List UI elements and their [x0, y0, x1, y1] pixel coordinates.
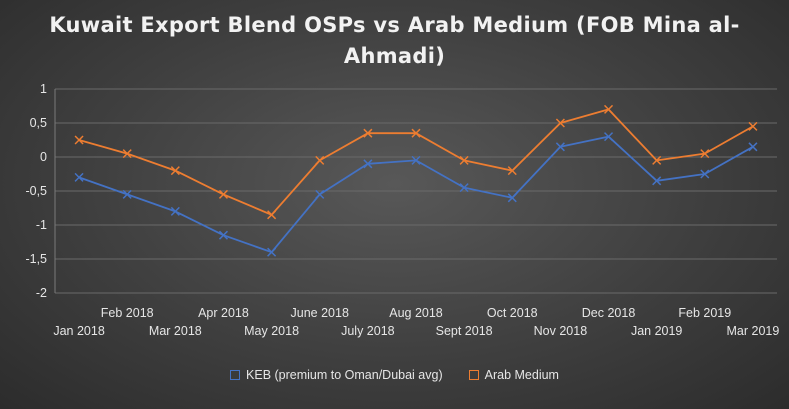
legend-label-keb: KEB (premium to Oman/Dubai avg): [246, 368, 443, 382]
data-point-marker: [170, 166, 180, 176]
data-point-marker: [363, 159, 373, 169]
x-tick-label: June 2018: [291, 306, 349, 320]
data-point-marker: [507, 166, 517, 176]
data-point-marker: [652, 176, 662, 186]
x-tick-label: Nov 2018: [534, 324, 588, 338]
data-point-marker: [267, 210, 277, 220]
data-point-marker: [411, 155, 421, 165]
x-tick-label: Jan 2019: [631, 324, 682, 338]
x-tick-label: Feb 2019: [678, 306, 731, 320]
legend-swatch-keb: [230, 370, 241, 380]
y-tick-label: -1: [36, 218, 47, 232]
legend-swatch-arab-medium: [468, 370, 479, 380]
data-point-marker: [459, 155, 469, 165]
series-line: [78, 108, 754, 216]
y-tick-label: 1: [40, 82, 47, 96]
data-point-marker: [700, 149, 710, 159]
series-layer: [74, 104, 758, 257]
x-tick-label: Mar 2018: [149, 324, 202, 338]
data-point-marker: [748, 142, 758, 152]
data-point-marker: [748, 121, 758, 131]
data-point-marker: [122, 149, 132, 159]
data-point-marker: [459, 183, 469, 193]
legend-item-keb: KEB (premium to Oman/Dubai avg): [230, 368, 443, 382]
data-point-marker: [218, 230, 228, 240]
data-point-marker: [218, 189, 228, 199]
x-tick-label: Mar 2019: [727, 324, 780, 338]
y-tick-label: -0,5: [25, 184, 47, 198]
x-tick-label: Jan 2018: [53, 324, 104, 338]
data-point-marker: [555, 118, 565, 128]
y-tick-label: 0: [40, 150, 47, 164]
gridlines: [54, 88, 777, 294]
data-point-marker: [170, 206, 180, 216]
data-point-marker: [363, 128, 373, 138]
x-tick-label: Oct 2018: [487, 306, 538, 320]
y-tick-label: -1,5: [25, 252, 47, 266]
chart-title: Kuwait Export Blend OSPs vs Arab Medium …: [49, 13, 740, 68]
data-point-marker: [555, 142, 565, 152]
data-point-marker: [267, 247, 277, 257]
data-point-marker: [652, 155, 662, 165]
y-tick-label: -2: [36, 286, 47, 300]
data-point-marker: [315, 189, 325, 199]
x-tick-label: Feb 2018: [101, 306, 154, 320]
data-point-marker: [74, 172, 84, 182]
y-tick-label: 0,5: [30, 116, 47, 130]
x-tick-label: Sept 2018: [436, 324, 493, 338]
legend: KEB (premium to Oman/Dubai avg) Arab Med…: [0, 368, 789, 382]
x-tick-label: Dec 2018: [582, 306, 636, 320]
x-axis-ticks: Jan 2018 Feb 2018 Mar 2018 Apr 2018 May 2018…: [53, 306, 779, 338]
data-point-marker: [411, 128, 421, 138]
x-tick-label: Apr 2018: [198, 306, 249, 320]
y-axis-ticks: 1 0,5 0 -0,5 -1 -1,5 -2: [25, 82, 47, 300]
data-point-marker: [700, 169, 710, 179]
data-point-marker: [507, 193, 517, 203]
data-point-marker: [122, 189, 132, 199]
series-line: [78, 135, 754, 254]
data-point-marker: [604, 132, 614, 142]
legend-label-arab-medium: Arab Medium: [484, 368, 559, 382]
data-point-marker: [604, 104, 614, 114]
data-point-marker: [315, 155, 325, 165]
x-tick-label: July 2018: [341, 324, 395, 338]
x-tick-label: May 2018: [244, 324, 299, 338]
legend-item-arab-medium: Arab Medium: [468, 368, 559, 382]
x-tick-label: Aug 2018: [389, 306, 443, 320]
data-point-marker: [74, 135, 84, 145]
